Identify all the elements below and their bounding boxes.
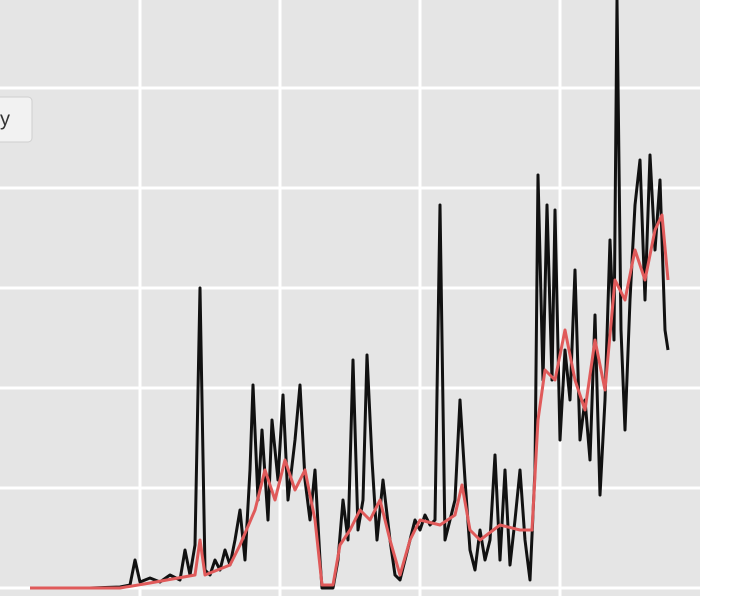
legend-label: y xyxy=(0,108,10,130)
legend: y xyxy=(0,96,33,143)
lines xyxy=(30,0,670,590)
legend-box xyxy=(0,96,33,143)
series-line xyxy=(30,213,670,590)
